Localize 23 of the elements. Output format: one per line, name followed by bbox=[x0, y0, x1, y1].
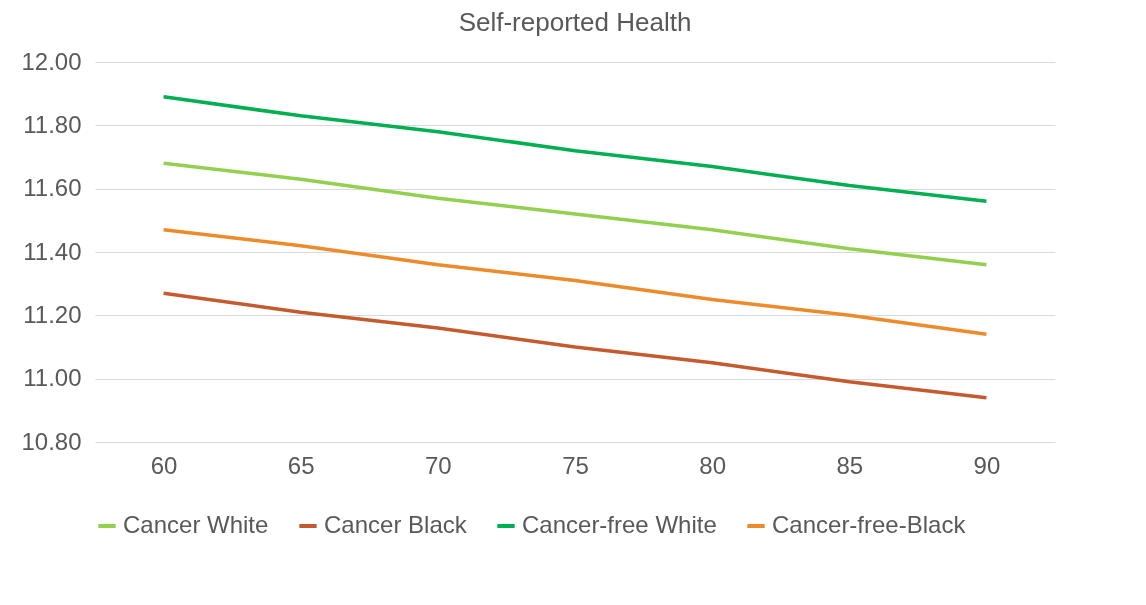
y-tick-label: 11.00 bbox=[23, 364, 82, 392]
y-tick-label: 10.80 bbox=[21, 427, 82, 455]
x-tick-label: 90 bbox=[973, 451, 1001, 479]
y-tick-label: 11.20 bbox=[23, 300, 82, 328]
legend-label: Cancer Black bbox=[324, 511, 468, 538]
y-tick-label: 11.60 bbox=[23, 174, 82, 202]
legend-label: Cancer-free White bbox=[522, 511, 717, 538]
x-tick-label: 85 bbox=[836, 451, 864, 479]
x-tick-label: 80 bbox=[699, 451, 726, 479]
y-tick-label: 11.80 bbox=[23, 110, 82, 138]
line-series bbox=[161, 161, 989, 267]
line-series bbox=[161, 95, 989, 204]
x-tick-label: 60 bbox=[150, 451, 178, 479]
legend-label: Cancer-free-Black bbox=[772, 511, 967, 538]
line-series bbox=[161, 291, 989, 400]
line-series bbox=[161, 228, 989, 337]
y-tick-label: 11.40 bbox=[23, 237, 82, 265]
y-tick-label: 12.00 bbox=[21, 47, 82, 75]
x-tick-label: 65 bbox=[287, 451, 315, 479]
x-tick-label: 70 bbox=[425, 451, 452, 479]
x-tick-label: 75 bbox=[562, 451, 589, 479]
chart-title: Self-reported Health bbox=[458, 7, 692, 37]
legend-label: Cancer White bbox=[123, 511, 269, 538]
